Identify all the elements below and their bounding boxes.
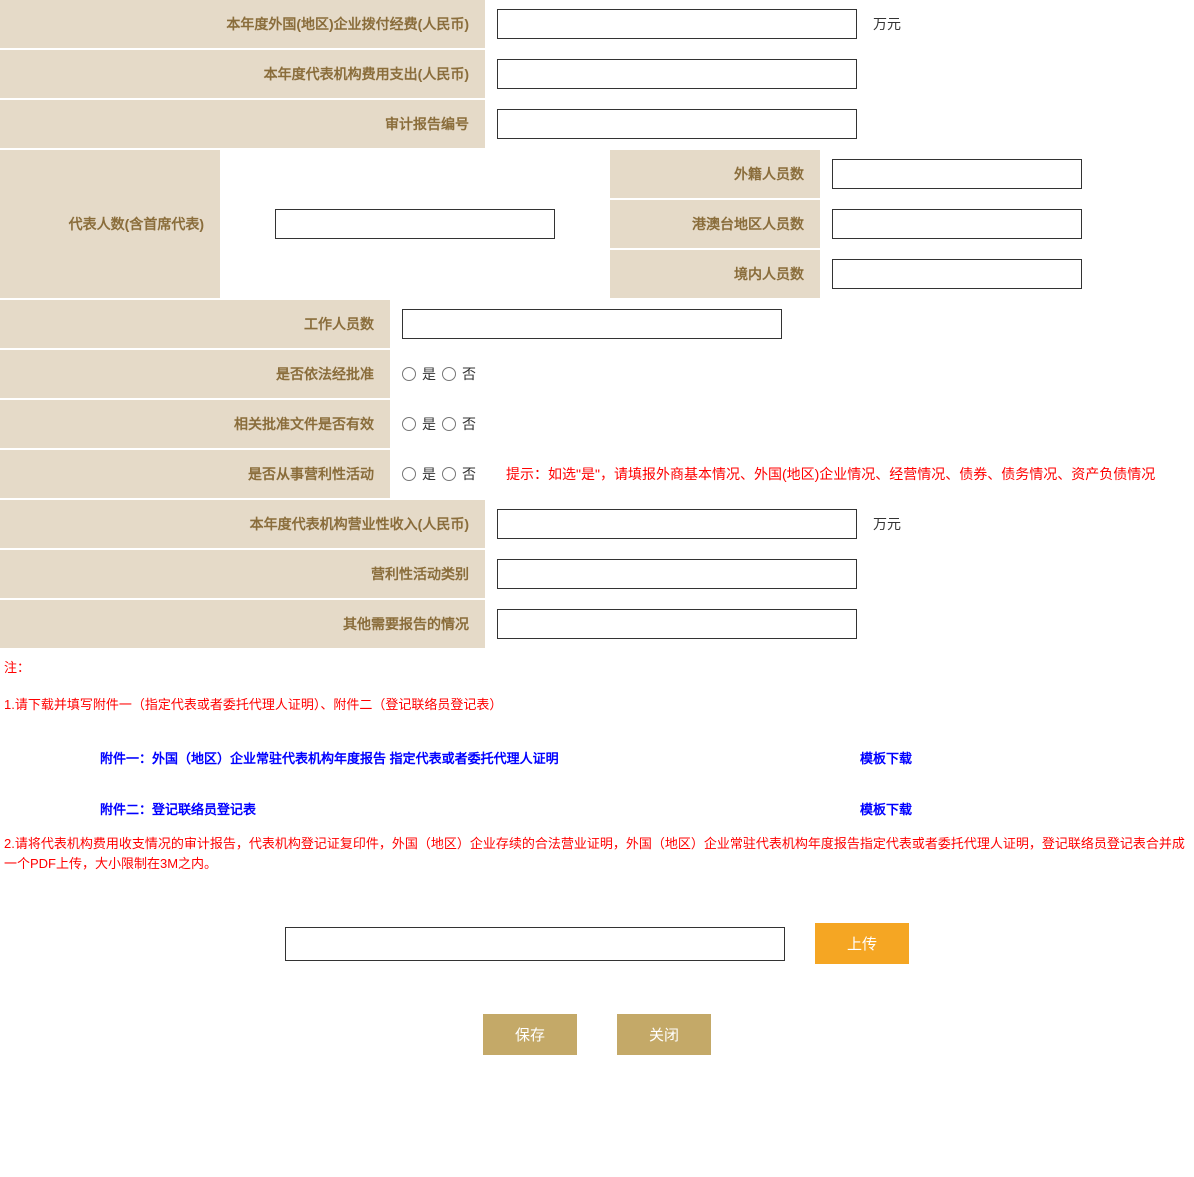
note-header: 注： bbox=[0, 650, 1194, 687]
label-hkmt-staff: 港澳台地区人员数 bbox=[610, 200, 820, 248]
input-other-report[interactable] bbox=[497, 609, 857, 639]
input-foreign-staff[interactable] bbox=[832, 159, 1082, 189]
upload-button[interactable]: 上传 bbox=[815, 923, 909, 964]
input-work-staff[interactable] bbox=[402, 309, 782, 339]
value-doc-valid: 是 否 bbox=[390, 400, 1194, 448]
row-rep-count: 代表人数(含首席代表) 外籍人员数 港澳台地区人员数 境内人员数 bbox=[0, 150, 1194, 300]
spacer2 bbox=[0, 775, 1194, 791]
value-profit-activity: 是 否 提示：如选"是"，请填报外商基本情况、外国(地区)企业情况、经营情况、债… bbox=[390, 450, 1194, 498]
radio-profit-no-label: 否 bbox=[462, 464, 476, 484]
label-other-report: 其他需要报告的情况 bbox=[0, 600, 485, 648]
radio-law-yes-label: 是 bbox=[422, 364, 436, 384]
radio-group-profit-activity: 是 否 bbox=[402, 464, 476, 484]
right-stack-staff: 外籍人员数 港澳台地区人员数 境内人员数 bbox=[610, 150, 1194, 298]
label-doc-valid: 相关批准文件是否有效 bbox=[0, 400, 390, 448]
unit-foreign-fund: 万元 bbox=[873, 14, 901, 34]
value-law-approved: 是 否 bbox=[390, 350, 1194, 398]
attachment2-row: 附件二：登记联络员登记表 模板下载 bbox=[0, 791, 1194, 826]
value-work-staff bbox=[390, 300, 1194, 348]
sub-row-foreign-staff: 外籍人员数 bbox=[610, 150, 1194, 200]
value-profit-type bbox=[485, 550, 1194, 598]
label-foreign-staff: 外籍人员数 bbox=[610, 150, 820, 198]
radio-law-yes[interactable] bbox=[402, 367, 416, 381]
value-expense bbox=[485, 50, 1194, 98]
value-other-report bbox=[485, 600, 1194, 648]
radio-law-no-label: 否 bbox=[462, 364, 476, 384]
radio-law-no[interactable] bbox=[442, 367, 456, 381]
spacer1 bbox=[0, 724, 1194, 740]
form-container: 本年度外国(地区)企业拨付经费(人民币) 万元 本年度代表机构费用支出(人民币)… bbox=[0, 0, 1194, 1055]
radio-doc-no[interactable] bbox=[442, 417, 456, 431]
value-hkmt-staff bbox=[820, 200, 1194, 248]
radio-group-law-approved: 是 否 bbox=[402, 364, 476, 384]
row-audit-no: 审计报告编号 bbox=[0, 100, 1194, 150]
row-profit-activity: 是否从事营利性活动 是 否 提示：如选"是"，请填报外商基本情况、外国(地区)企… bbox=[0, 450, 1194, 500]
attachment1-download[interactable]: 模板下载 bbox=[860, 748, 912, 767]
value-profit-income: 万元 bbox=[485, 500, 1194, 548]
label-audit-no: 审计报告编号 bbox=[0, 100, 485, 148]
attachment1-row: 附件一：外国（地区）企业常驻代表机构年度报告 指定代表或者委托代理人证明 模板下… bbox=[0, 740, 1194, 775]
row-expense: 本年度代表机构费用支出(人民币) bbox=[0, 50, 1194, 100]
input-expense[interactable] bbox=[497, 59, 857, 89]
input-domestic-staff[interactable] bbox=[832, 259, 1082, 289]
mid-rep-count bbox=[220, 150, 610, 298]
row-doc-valid: 相关批准文件是否有效 是 否 bbox=[0, 400, 1194, 450]
value-foreign-staff bbox=[820, 150, 1194, 198]
input-hkmt-staff[interactable] bbox=[832, 209, 1082, 239]
input-rep-count[interactable] bbox=[275, 209, 555, 239]
row-law-approved: 是否依法经批准 是 否 bbox=[0, 350, 1194, 400]
sub-row-hkmt-staff: 港澳台地区人员数 bbox=[610, 200, 1194, 250]
sub-row-domestic-staff: 境内人员数 bbox=[610, 250, 1194, 298]
input-profit-income[interactable] bbox=[497, 509, 857, 539]
label-profit-income: 本年度代表机构营业性收入(人民币) bbox=[0, 500, 485, 548]
radio-doc-no-label: 否 bbox=[462, 414, 476, 434]
close-button[interactable]: 关闭 bbox=[617, 1014, 711, 1055]
row-work-staff: 工作人员数 bbox=[0, 300, 1194, 350]
value-foreign-fund: 万元 bbox=[485, 0, 1194, 48]
note2: 2.请将代表机构费用收支情况的审计报告，代表机构登记证复印件，外国（地区）企业存… bbox=[0, 826, 1194, 884]
radio-doc-yes-label: 是 bbox=[422, 414, 436, 434]
radio-doc-yes[interactable] bbox=[402, 417, 416, 431]
value-audit-no bbox=[485, 100, 1194, 148]
attachment2-title: 附件二：登记联络员登记表 bbox=[100, 799, 860, 818]
label-law-approved: 是否依法经批准 bbox=[0, 350, 390, 398]
radio-profit-yes-label: 是 bbox=[422, 464, 436, 484]
button-row: 保存 关闭 bbox=[0, 984, 1194, 1055]
hint-profit-activity: 提示：如选"是"，请填报外商基本情况、外国(地区)企业情况、经营情况、债券、债务… bbox=[506, 464, 1182, 484]
label-domestic-staff: 境内人员数 bbox=[610, 250, 820, 298]
unit-profit-income: 万元 bbox=[873, 514, 901, 534]
row-profit-type: 营利性活动类别 bbox=[0, 550, 1194, 600]
row-other-report: 其他需要报告的情况 bbox=[0, 600, 1194, 650]
attachment1-title: 附件一：外国（地区）企业常驻代表机构年度报告 指定代表或者委托代理人证明 bbox=[100, 748, 860, 767]
row-profit-income: 本年度代表机构营业性收入(人民币) 万元 bbox=[0, 500, 1194, 550]
note1: 1.请下载并填写附件一（指定代表或者委托代理人证明）、附件二（登记联络员登记表） bbox=[0, 687, 1194, 724]
radio-group-doc-valid: 是 否 bbox=[402, 414, 476, 434]
attachment2-download[interactable]: 模板下载 bbox=[860, 799, 912, 818]
label-expense: 本年度代表机构费用支出(人民币) bbox=[0, 50, 485, 98]
input-audit-no[interactable] bbox=[497, 109, 857, 139]
radio-profit-yes[interactable] bbox=[402, 467, 416, 481]
label-profit-activity: 是否从事营利性活动 bbox=[0, 450, 390, 498]
row-foreign-fund: 本年度外国(地区)企业拨付经费(人民币) 万元 bbox=[0, 0, 1194, 50]
radio-profit-no[interactable] bbox=[442, 467, 456, 481]
label-profit-type: 营利性活动类别 bbox=[0, 550, 485, 598]
save-button[interactable]: 保存 bbox=[483, 1014, 577, 1055]
label-foreign-fund: 本年度外国(地区)企业拨付经费(人民币) bbox=[0, 0, 485, 48]
input-profit-type[interactable] bbox=[497, 559, 857, 589]
value-domestic-staff bbox=[820, 250, 1194, 298]
label-rep-count: 代表人数(含首席代表) bbox=[0, 150, 220, 298]
upload-section: 上传 bbox=[0, 883, 1194, 984]
input-foreign-fund[interactable] bbox=[497, 9, 857, 39]
input-upload-path[interactable] bbox=[285, 927, 785, 961]
label-work-staff: 工作人员数 bbox=[0, 300, 390, 348]
